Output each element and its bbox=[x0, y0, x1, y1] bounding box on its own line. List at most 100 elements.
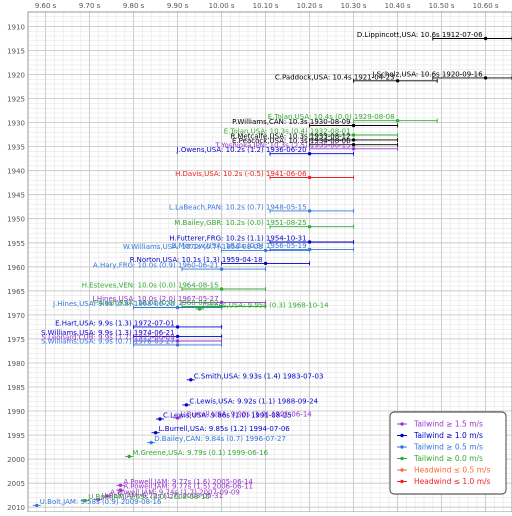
x-tick-label: 10.20 s bbox=[297, 2, 323, 10]
record-point bbox=[197, 307, 202, 311]
y-tick-label: 1980 bbox=[7, 360, 25, 368]
record-label: E.Peacock,USA: 10.3s 1934-08-06 bbox=[232, 137, 351, 145]
record-point bbox=[175, 339, 180, 343]
legend-label: Tailwind ≥ 1.5 m/s bbox=[413, 420, 483, 429]
record-label: S.Leonard,CUB: 9.9s (1.7) 1975-06-09 bbox=[42, 334, 175, 342]
record-point bbox=[175, 343, 180, 347]
record-point bbox=[118, 483, 123, 487]
y-tick-label: 1910 bbox=[7, 23, 25, 31]
record-label: U.Bolt,JAM: 9.72s (1.7) 2008-05-31 bbox=[101, 492, 223, 500]
y-tick-label: 1920 bbox=[7, 72, 25, 80]
x-tick-label: 9.70 s bbox=[79, 2, 101, 10]
y-tick-label: 1955 bbox=[7, 240, 25, 248]
record-point bbox=[351, 147, 356, 151]
record-point bbox=[307, 225, 312, 229]
record-point bbox=[395, 119, 400, 123]
record-label: S.Williams,USA: 9.9s (1.3) 1974-06-21 bbox=[41, 329, 175, 337]
record-point bbox=[263, 248, 268, 253]
y-axis-ticks: 1910 1915 1920 1925 1930 1935 1940 1945 1950 1955… bbox=[7, 23, 25, 512]
x-tick-label: 10.30 s bbox=[341, 2, 367, 10]
record-label: A.Powell,JAM: 9.77s (1.5) 2006-06-11 bbox=[123, 483, 253, 491]
record-point bbox=[351, 143, 356, 147]
y-tick-label: 1975 bbox=[7, 336, 25, 344]
record-label: B.Morrow,USA: 10.2s (0.9) 1956-05-19 bbox=[172, 242, 307, 250]
record-point bbox=[118, 488, 123, 492]
record-label: J.Owens,USA: 10.2s (1.2) 1936-06-20 bbox=[176, 146, 307, 154]
record-label: L.Burrell,USA: 9.85s (1.2) 1994-07-06 bbox=[159, 425, 291, 433]
record-label: L.LaBeach,PAN: 10.2s (0.7) 1948-05-15 bbox=[169, 203, 307, 211]
record-point bbox=[219, 267, 224, 271]
legend-label: Tailwind ≥ 1.0 m/s bbox=[413, 431, 483, 440]
record-point bbox=[351, 138, 356, 142]
legend-label: Headwind ≤ 1.0 m/s bbox=[414, 477, 491, 486]
record-point bbox=[35, 503, 39, 508]
record-point bbox=[483, 36, 488, 41]
legend-box bbox=[389, 411, 507, 495]
record-label: T.Yoshioka,JPN: 10.3s (2.5) 1935-06-15 bbox=[214, 141, 350, 149]
record-point bbox=[483, 76, 488, 80]
record-label: H.Futterer,FRG: 10.2s (1.1) 1954-10-31 bbox=[169, 235, 306, 243]
record-label: M.Greene,USA: 9.79s (0.1) 1999-06-16 bbox=[132, 449, 268, 457]
y-tick-label: 1950 bbox=[7, 216, 25, 224]
record-label: C.Lewis,USA: 9.86s (1.0) 1991-08-25 bbox=[163, 412, 292, 420]
record-point bbox=[184, 403, 189, 407]
record-point bbox=[175, 334, 180, 339]
record-label: J.Hines,USA: 9.95s (0.3) 1968-10-14 bbox=[202, 302, 330, 310]
record-point bbox=[189, 378, 193, 382]
legend-swatch-point bbox=[400, 433, 404, 438]
legend-swatch-point bbox=[400, 456, 404, 461]
record-label: R.Norton,USA: 10.1s (1.3) 1959-04-18 bbox=[130, 256, 263, 264]
x-tick-label: 10.50 s bbox=[429, 2, 455, 10]
x-tick-label: 9.90 s bbox=[167, 2, 189, 10]
record-label: A.Powell,JAM: 9.77s (1.6) 2005-06-14 bbox=[123, 478, 253, 486]
record-label: W.Williams,USA: 10.1s (0.7) 1956-08-03 bbox=[123, 243, 263, 251]
legend-swatch-point bbox=[400, 468, 404, 472]
record-marks: D.Lippincott,USA: 10.6s 1912-07-06 J.Scho… bbox=[32, 31, 512, 508]
x-tick-label: 9.60 s bbox=[35, 2, 57, 10]
record-label: C.Paddock,USA: 10.4s 1921-04-23 bbox=[275, 73, 395, 81]
record-point bbox=[307, 175, 312, 180]
record-label: E.Tolan,USA: 10.4s (0.0) 1929-08-08 bbox=[268, 113, 395, 121]
record-label: D.Bailey,CAN: 9.84s (0.7) 1996-07-27 bbox=[154, 435, 286, 443]
y-tick-label: 2010 bbox=[7, 504, 25, 512]
legend-swatch-point bbox=[400, 445, 404, 449]
record-point bbox=[158, 417, 162, 421]
x-tick-label: 10.10 s bbox=[253, 2, 279, 10]
record-point bbox=[175, 416, 180, 420]
record-label: J.Hines,USA: 9.9s (0.8) 1968-06-20 bbox=[52, 300, 175, 308]
record-label: A.Powell,JAM: 9.74s (1.7) 2007-09-09 bbox=[110, 489, 240, 497]
record-point bbox=[127, 454, 131, 459]
x-tick-label: 9.80 s bbox=[123, 2, 145, 10]
record-label: U.Bolt,JAM: 9.69s (0.0) 2008-08-16 bbox=[88, 493, 210, 501]
y-tick-label: 2000 bbox=[7, 456, 25, 464]
legend-swatch-point bbox=[400, 479, 404, 484]
record-point bbox=[307, 152, 312, 156]
legend: Tailwind ≥ 1.5 m/s Tailwind ≥ 1.0 m/s Tail… bbox=[389, 411, 507, 495]
y-tick-label: 1995 bbox=[7, 432, 25, 440]
record-point bbox=[395, 79, 400, 83]
y-tick-label: 1945 bbox=[7, 192, 25, 200]
record-point bbox=[153, 431, 158, 435]
record-point bbox=[96, 497, 101, 502]
record-label: P.Williams,CAN: 10.3s 1930-08-09 bbox=[232, 118, 351, 126]
legend-label: Tailwind ≥ 0.5 m/s bbox=[413, 443, 483, 452]
record-label: R.Metcalfe,USA: 10.3s 1933-08-12 bbox=[231, 132, 351, 140]
y-tick-label: 1930 bbox=[7, 120, 25, 128]
x-tick-label: 10.00 s bbox=[209, 2, 235, 10]
record-label: L.Burrell,USA: 9.90s (1.9) 1991-06-14 bbox=[181, 411, 313, 419]
record-point bbox=[105, 494, 109, 498]
record-point bbox=[307, 209, 312, 213]
record-label: C.Smith,USA: 9.93s (1.4) 1983-07-03 bbox=[194, 372, 324, 380]
legend-label: Headwind ≤ 0.5 m/s bbox=[414, 466, 491, 475]
legend-swatch-point bbox=[400, 422, 404, 426]
record-point bbox=[83, 498, 87, 503]
x-tick-label: 10.60 s bbox=[473, 2, 499, 10]
record-label: M.Bailey,GBR: 10.2s (0.0) 1951-08-25 bbox=[174, 219, 306, 227]
y-tick-label: 1915 bbox=[7, 48, 25, 56]
record-label: J.Scholz,USA: 10.6s 1920-09-16 bbox=[371, 70, 483, 78]
record-point bbox=[351, 133, 356, 137]
record-label: P.Nash,RSA: 10.0s (0.0) 1968-04-02 bbox=[94, 299, 219, 307]
record-label: C.Lewis,USA: 9.92s (1.1) 1988-09-24 bbox=[189, 397, 318, 405]
y-tick-label: 1970 bbox=[7, 312, 25, 320]
